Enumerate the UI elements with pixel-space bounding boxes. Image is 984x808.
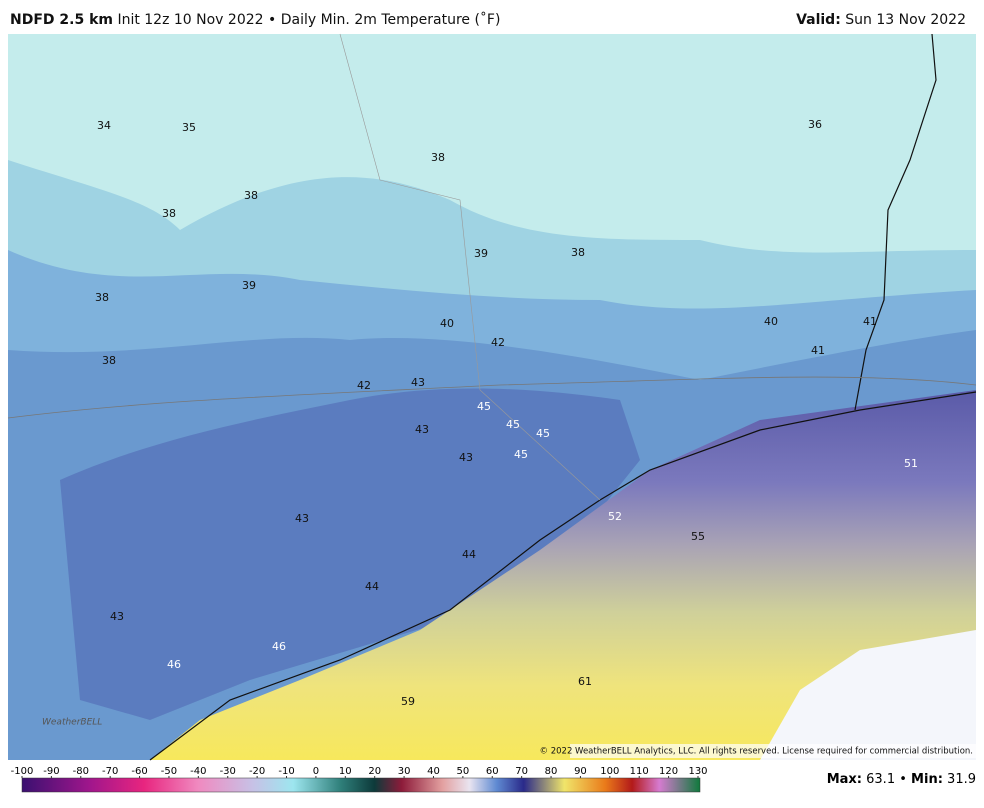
colorbar-tick-label: -70 — [102, 766, 118, 777]
station-value: 59 — [401, 695, 415, 708]
station-value: 42 — [491, 336, 505, 349]
header-right: Valid: Sun 13 Nov 2022 — [796, 12, 966, 28]
colorbar-tick-label: 70 — [515, 766, 528, 777]
station-value: 43 — [411, 376, 425, 389]
colorbar-tick-label: -40 — [190, 766, 206, 777]
min-label: Min: — [911, 772, 943, 787]
station-value: 38 — [431, 151, 445, 164]
colorbar-tick-label: 50 — [457, 766, 470, 777]
station-value: 43 — [415, 423, 429, 436]
station-value: 38 — [102, 354, 116, 367]
station-value: 35 — [182, 121, 196, 134]
station-value: 44 — [365, 580, 379, 593]
colorbar-tick-label: 90 — [574, 766, 587, 777]
header-left: NDFD 2.5 km Init 12z 10 Nov 2022 • Daily… — [10, 12, 500, 28]
station-value: 52 — [608, 510, 622, 523]
station-value: 42 — [357, 379, 371, 392]
colorbar-tick-label: 10 — [339, 766, 352, 777]
colorbar — [21, 777, 701, 793]
station-value: 44 — [462, 548, 476, 561]
colorbar-tick-label: -60 — [131, 766, 147, 777]
colorbar-tick-label: 30 — [398, 766, 411, 777]
station-value: 46 — [272, 640, 286, 653]
colorbar-tick-label: -100 — [11, 766, 34, 777]
station-value: 41 — [811, 344, 825, 357]
subtitle: Init 12z 10 Nov 2022 • Daily Min. 2m Tem… — [117, 12, 501, 28]
stats: Max: 63.1 • Min: 31.9 — [827, 772, 976, 787]
colorbar-tick-label: 40 — [427, 766, 440, 777]
county-line — [7, 376, 977, 419]
valid-date: Sun 13 Nov 2022 — [845, 12, 966, 28]
colorbar-tick-label: -30 — [220, 766, 236, 777]
colorbar-tick-label: -20 — [249, 766, 265, 777]
land-zone — [60, 388, 640, 720]
colorbar-tick-label: 60 — [486, 766, 499, 777]
colorbar-tick-label: 20 — [368, 766, 381, 777]
colorbar-tick-label: 120 — [659, 766, 678, 777]
station-value: 38 — [244, 189, 258, 202]
state-border — [854, 33, 937, 411]
station-value: 46 — [167, 658, 181, 671]
copyright-bg — [570, 744, 976, 758]
station-value: 40 — [440, 317, 454, 330]
min-value: 31.9 — [947, 772, 976, 787]
station-value: 34 — [97, 119, 111, 132]
station-value: 45 — [506, 418, 520, 431]
station-value: 39 — [474, 247, 488, 260]
station-value: 45 — [536, 427, 550, 440]
station-value: 38 — [95, 291, 109, 304]
station-value: 39 — [242, 279, 256, 292]
separator: • — [899, 772, 907, 787]
station-value: 36 — [808, 118, 822, 131]
colorbar-tick-label: 100 — [600, 766, 619, 777]
station-value: 45 — [514, 448, 528, 461]
max-label: Max: — [827, 772, 862, 787]
colorbar-tick-label: 0 — [313, 766, 319, 777]
logo: WeatherBELL — [42, 718, 102, 728]
title: NDFD 2.5 km — [10, 12, 113, 28]
valid-label: Valid: — [796, 12, 841, 28]
colorbar-tick-label: -90 — [43, 766, 59, 777]
station-value: 38 — [571, 246, 585, 259]
colorbar-tick-label: -10 — [278, 766, 294, 777]
colorbar-tick-label: 110 — [630, 766, 649, 777]
coastline — [149, 391, 977, 761]
station-value: 41 — [863, 315, 877, 328]
colorbar-tick-label: -50 — [161, 766, 177, 777]
station-value: 43 — [459, 451, 473, 464]
county-line — [339, 33, 601, 501]
colorbar-tick-label: 130 — [688, 766, 707, 777]
station-value: 40 — [764, 315, 778, 328]
station-value: 51 — [904, 457, 918, 470]
station-value: 61 — [578, 675, 592, 688]
station-value: 38 — [162, 207, 176, 220]
colorbar-tick-label: 80 — [545, 766, 558, 777]
max-value: 63.1 — [866, 772, 895, 787]
gulf — [150, 390, 976, 760]
station-value: 55 — [691, 530, 705, 543]
station-value: 43 — [110, 610, 124, 623]
no-data — [760, 630, 976, 760]
station-value: 45 — [477, 400, 491, 413]
copyright: © 2022 WeatherBELL Analytics, LLC. All r… — [540, 747, 973, 757]
station-value: 43 — [295, 512, 309, 525]
colorbar-tick-label: -80 — [73, 766, 89, 777]
